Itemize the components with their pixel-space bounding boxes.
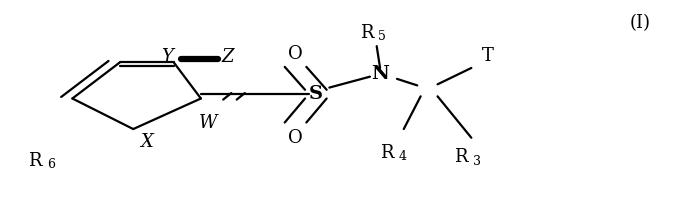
Text: W: W: [198, 114, 217, 131]
Text: O: O: [288, 129, 303, 147]
Text: R: R: [29, 152, 42, 170]
Text: N: N: [371, 65, 389, 84]
Text: 4: 4: [399, 150, 407, 163]
Text: 6: 6: [47, 158, 55, 171]
Text: R: R: [360, 24, 373, 42]
Text: Y: Y: [161, 48, 173, 66]
Text: Z: Z: [221, 48, 234, 66]
Text: R: R: [380, 144, 394, 162]
Text: R: R: [454, 149, 468, 166]
Text: 5: 5: [378, 30, 386, 43]
Text: 3: 3: [473, 155, 481, 168]
Text: T: T: [482, 47, 494, 65]
Text: O: O: [288, 45, 303, 63]
Text: (I): (I): [630, 14, 651, 32]
Text: X: X: [141, 133, 153, 151]
Text: S: S: [309, 85, 323, 103]
